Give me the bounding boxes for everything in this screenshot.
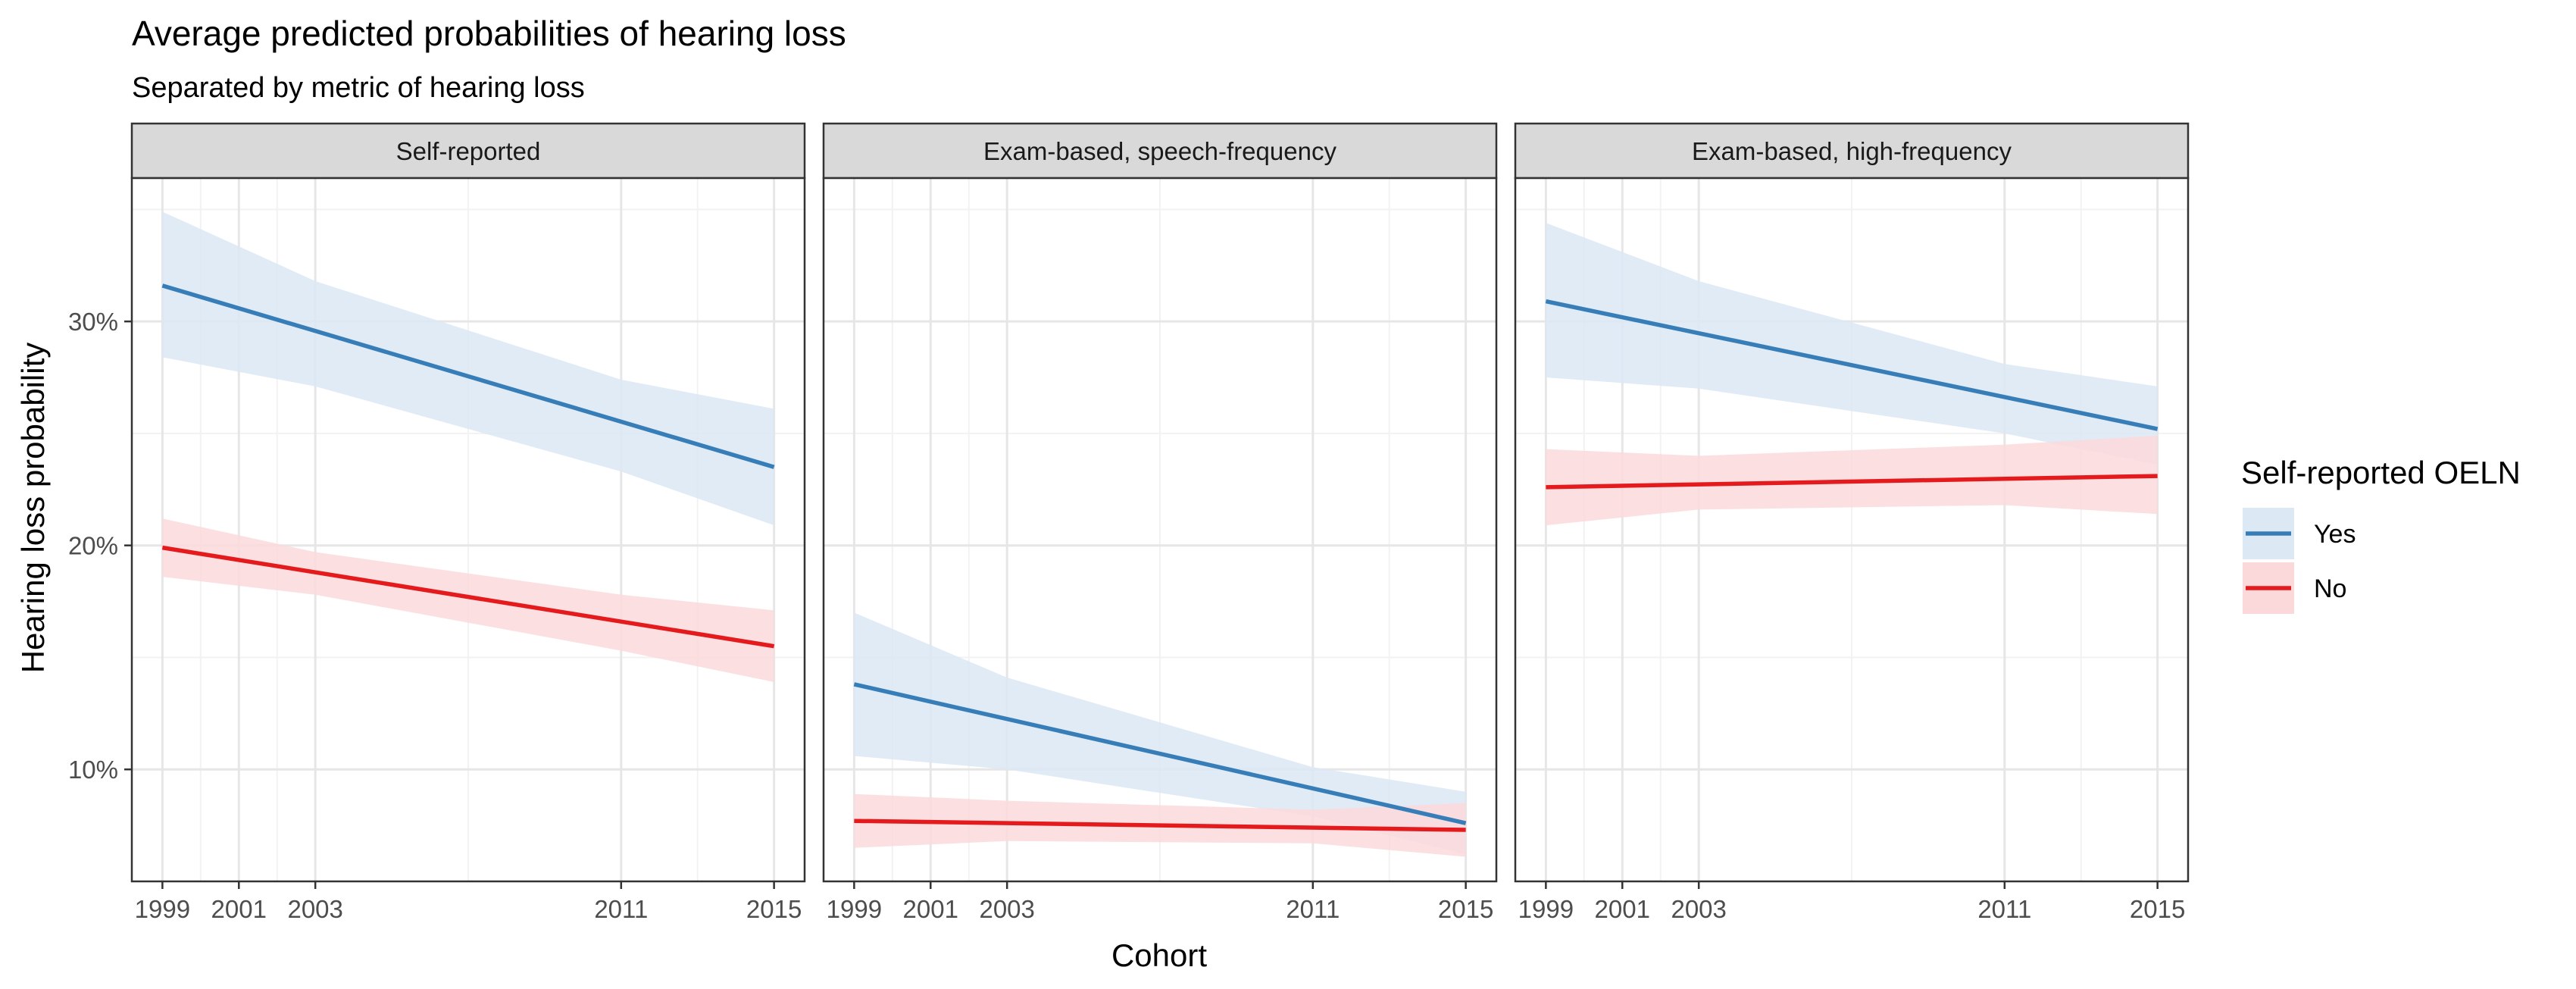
x-tick-label: 2001 <box>1595 895 1650 923</box>
panel-border <box>1514 177 2190 883</box>
panel-border <box>822 177 1498 883</box>
y-tick-label: 10% <box>68 756 118 784</box>
panel-border <box>130 177 806 883</box>
x-tick-label: 2015 <box>2130 895 2185 923</box>
x-tick-label: 2011 <box>1286 895 1340 923</box>
legend-item-yes: Yes <box>2243 508 2356 559</box>
x-tick-label: 2001 <box>903 895 958 923</box>
confidence-band-yes <box>1546 223 2158 465</box>
facet-panels: Self-reported 1999 2001 2003 2011 2015 10% 20% 3… <box>68 122 2190 923</box>
series-line-no <box>1546 474 2158 490</box>
confidence-band-no <box>162 518 774 682</box>
facet-panel-exam-based-high-frequency: Exam-based, high-frequency 1999 2001 2003 20… <box>1514 122 2190 923</box>
x-tick-label: 2003 <box>979 895 1034 923</box>
x-tick-label: 1999 <box>135 895 190 923</box>
x-tick-label: 1999 <box>1518 895 1574 923</box>
x-tick-label: 2001 <box>211 895 267 923</box>
legend: Self-reported OELN Yes No <box>2241 455 2521 614</box>
y-axis-title: Hearing loss probability <box>15 343 51 674</box>
confidence-band-yes <box>854 612 1466 855</box>
x-axis-title: Cohort <box>1111 937 1207 973</box>
x-tick-label: 2003 <box>287 895 342 923</box>
series-line-yes <box>1545 299 2159 431</box>
y-tick-label: 30% <box>68 308 118 336</box>
series-line-yes <box>161 283 775 469</box>
legend-label: Yes <box>2314 520 2356 549</box>
confidence-band-yes <box>162 211 774 526</box>
facet-panel-self-reported: Self-reported 1999 2001 2003 2011 2015 10% 20% 3… <box>68 122 806 923</box>
legend-item-no: No <box>2243 562 2346 614</box>
chart-title: Average predicted probabilities of heari… <box>132 14 846 53</box>
legend-label: No <box>2314 574 2346 603</box>
facet-strip <box>130 122 806 180</box>
x-tick-label: 2011 <box>594 895 648 923</box>
facet-panel-exam-based-speech-frequency: Exam-based, speech-frequency 1999 2001 2003… <box>822 122 1498 923</box>
series-line-no <box>854 818 1466 832</box>
facet-strip-label: Exam-based, high-frequency <box>1692 137 2012 165</box>
series-line-yes <box>853 682 1467 825</box>
facet-strip-label: Self-reported <box>396 137 541 165</box>
x-tick-label: 2015 <box>746 895 802 923</box>
series-line-no <box>161 545 775 649</box>
facet-strip <box>822 122 1498 180</box>
x-tick-label: 2003 <box>1671 895 1726 923</box>
x-tick-label: 2015 <box>1438 895 1493 923</box>
x-tick-label: 1999 <box>827 895 882 923</box>
chart-subtitle: Separated by metric of hearing loss <box>132 72 585 104</box>
facet-strip-label: Exam-based, speech-frequency <box>983 137 1336 165</box>
x-tick-label: 2011 <box>1977 895 2031 923</box>
legend-title: Self-reported OELN <box>2241 455 2521 490</box>
y-tick-label: 20% <box>68 532 118 560</box>
